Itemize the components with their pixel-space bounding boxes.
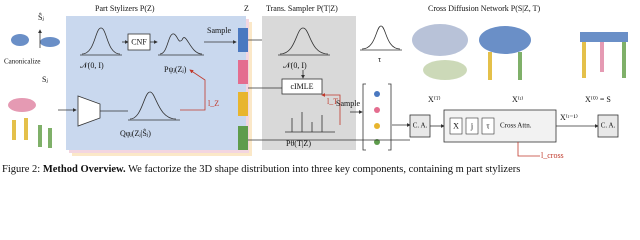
- shape: [11, 34, 29, 46]
- shape: [12, 120, 16, 140]
- prior-label: 𝒩(0, I): [80, 61, 104, 70]
- bimodal: [158, 33, 204, 56]
- cnf-label: CNF: [131, 37, 147, 46]
- sample-label: Sample: [207, 26, 231, 35]
- arrow: [248, 70, 303, 89]
- shape: [48, 128, 52, 148]
- loss-arrow: [321, 93, 341, 125]
- z-part: [238, 60, 248, 84]
- tau-gaussian: [360, 25, 402, 51]
- block-j: j: [470, 121, 473, 130]
- tau-entries: [374, 91, 380, 145]
- j-cell: [465, 117, 479, 135]
- s-hat-label: Ŝⱼ: [38, 12, 44, 22]
- sampler-title: Trans. Sampler P(T|Z): [266, 4, 338, 13]
- shape-clouds: [412, 24, 628, 80]
- shape: [412, 24, 468, 56]
- connector: [248, 39, 410, 141]
- shape: [40, 37, 60, 47]
- cross-attn-label: Cross Attn.: [500, 122, 532, 130]
- part-clouds: [8, 34, 60, 148]
- gaussian: [278, 27, 330, 56]
- x-t-minus-1-label: X⁽ᵗ⁻¹⁾: [560, 113, 578, 122]
- shape: [8, 98, 36, 112]
- gaussian: [80, 27, 122, 56]
- z-label: Z: [244, 4, 249, 13]
- x-0-label: X⁽⁰⁾ = S: [585, 95, 611, 104]
- lt-label: l_T: [327, 97, 338, 106]
- shape: [622, 42, 626, 78]
- canonicalize-label: Canonicalize: [4, 58, 41, 66]
- x-T-label: X⁽ᵀ⁾: [428, 95, 441, 104]
- cimle-label: cIMLE: [290, 82, 313, 91]
- shape: [479, 26, 531, 54]
- encoder: [77, 95, 101, 127]
- s-label: Sⱼ: [42, 75, 48, 84]
- z-part: [238, 126, 248, 150]
- shape: [24, 118, 28, 140]
- sampler-dist-label: Pθ(T|Z): [286, 139, 311, 148]
- matrix-bracket: [362, 83, 392, 151]
- shape: [582, 42, 586, 78]
- z-part: [238, 28, 248, 52]
- tau-cell: [481, 117, 495, 135]
- stylizer-panel: [66, 16, 246, 150]
- shape: [423, 60, 467, 80]
- caption-prefix: Figure 2:: [2, 164, 43, 175]
- diffusion-title: Cross Diffusion Network P(S|Z, T): [428, 4, 541, 13]
- block-x: X: [453, 121, 459, 130]
- posterior-label: Qφⱼ(Zⱼ|Ŝⱼ): [120, 128, 151, 138]
- x-cell: [449, 117, 463, 135]
- caption: Figure 2: Method Overview. We factorize …: [2, 164, 520, 175]
- loss-line: [517, 142, 540, 157]
- posterior-curve: [100, 91, 180, 121]
- prior-dist-label: Pψⱼ(Zⱼ): [164, 65, 187, 74]
- caption-bold: Method Overview.: [43, 164, 126, 175]
- shape: [518, 52, 522, 80]
- sampler-sample-label: Sample: [336, 99, 360, 108]
- block-tau: τ: [486, 121, 490, 130]
- sampler-prior-label: 𝒩(0, I): [283, 61, 307, 70]
- cimle-box: [281, 78, 323, 95]
- shape: [374, 139, 380, 145]
- ca-label: C. A.: [601, 122, 616, 130]
- x-t-label: X⁽ᵗ⁾: [512, 95, 523, 104]
- shape: [374, 107, 380, 113]
- shape: [600, 42, 604, 72]
- shape: [374, 91, 380, 97]
- figure: Part Stylizers P(Z) Canonicalize Ŝⱼ Sⱼ 𝒩…: [2, 4, 628, 175]
- caption-text: We factorize the 3D shape distribution i…: [126, 164, 521, 175]
- ca-box: [597, 114, 619, 138]
- loss-arrow: [180, 69, 206, 111]
- samples: [285, 112, 335, 133]
- shape: [38, 125, 42, 147]
- ca-label: C. A.: [413, 122, 428, 130]
- ca-block: [443, 109, 557, 143]
- shape: [580, 32, 628, 42]
- z-part: [238, 92, 248, 116]
- lz-label: l_Z: [208, 99, 219, 108]
- stylizer-title: Part Stylizers P(Z): [95, 4, 155, 13]
- shape: [374, 123, 380, 129]
- lcross-label: l_cross: [541, 151, 564, 160]
- tau-label: τ: [378, 55, 382, 64]
- shape: [488, 52, 492, 80]
